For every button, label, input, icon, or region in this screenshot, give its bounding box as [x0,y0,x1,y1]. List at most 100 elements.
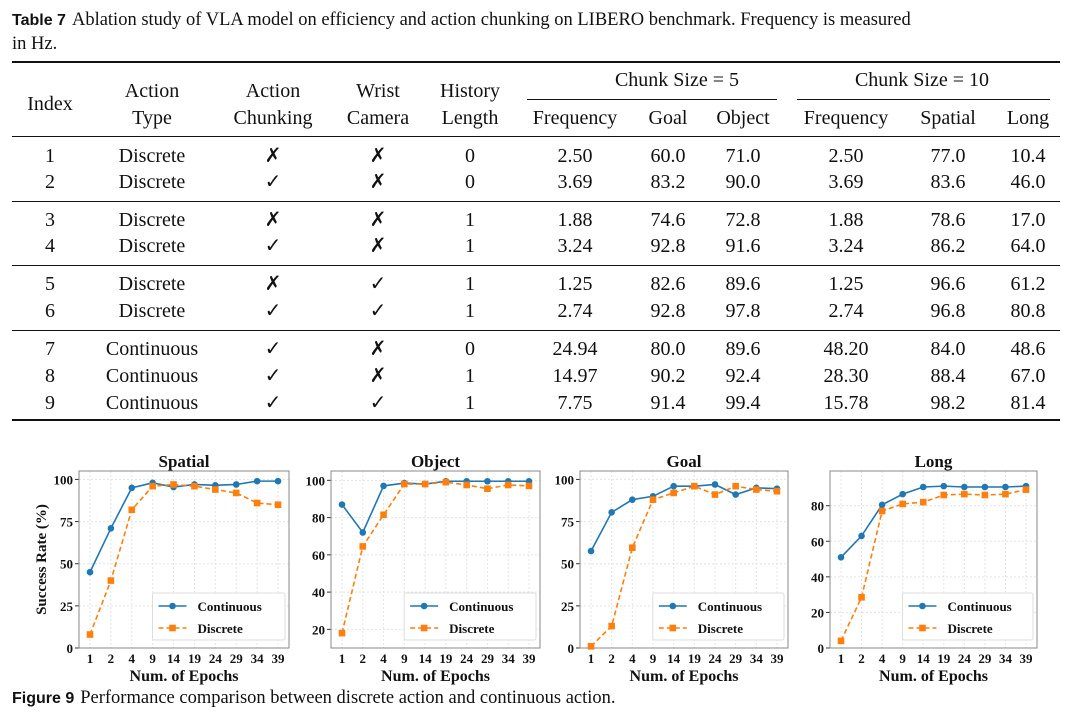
legend-marker-continuous [919,602,926,610]
data-point-discrete [359,543,367,550]
y-tick-label: 75 [60,515,74,530]
y-tick-label: 0 [67,641,74,656]
data-point-discrete [525,482,533,490]
x-tick-label: 2 [360,651,367,666]
legend-marker-discrete [420,624,428,632]
table-cell: 1.88 [828,209,864,231]
x-tick-label: 29 [481,651,495,666]
x-tick-label: 19 [188,651,202,666]
data-point-discrete [232,489,240,497]
table-cell: 80.8 [1010,300,1046,322]
table-cell: 90.2 [650,365,686,387]
table-cell: 1 [465,209,475,231]
table-cell: 2 [45,171,55,193]
column-header: Long [1006,107,1050,129]
table-cell: 9 [45,392,55,414]
table-cell: Discrete [118,171,186,193]
data-point-continuous [899,490,906,498]
table-cell: 5 [45,273,55,295]
data-point-discrete [191,482,198,490]
column-header: Frequency [803,107,889,129]
legend-marker-continuous [669,602,677,610]
y-tick-label: 100 [306,473,326,488]
data-point-discrete [753,486,760,493]
table-cell: ✗ [369,145,387,167]
x-tick-label: 39 [771,651,785,666]
table-cell: ✗ [369,338,387,360]
x-tick-label: 1 [339,651,346,666]
data-point-discrete [504,481,512,489]
series-line-discrete [590,485,778,647]
table-cell: ✓ [264,365,282,387]
data-point-continuous [253,477,261,485]
table-cell: 92.8 [650,235,686,257]
data-point-continuous [732,491,739,498]
data-point-continuous [858,532,865,540]
group-header-chunk10: Chunk Size = 10 [854,69,990,91]
table-cell: 92.8 [650,300,686,322]
table-bottom-rule [12,419,1060,421]
table-cell: ✗ [369,235,387,257]
legend-marker-continuous [420,602,428,610]
legend-marker-continuous [169,602,176,610]
table-cell: Discrete [118,209,186,231]
y-axis-label: Success Rate (%) [34,504,50,615]
y-tick-label: 75 [561,515,575,530]
table-cell: 4 [45,235,55,257]
table-cell: 3.69 [828,171,864,193]
column-header: Wrist [356,80,400,102]
data-point-discrete [858,594,865,601]
data-point-continuous [587,547,595,555]
table-cell: Continuous [105,365,199,387]
x-tick-label: 2 [858,651,865,666]
x-tick-label: 9 [401,651,408,666]
data-point-continuous [107,525,115,532]
table-cell: ✗ [264,209,282,231]
table-cell: 3 [45,209,55,231]
x-tick-label: 29 [230,651,244,666]
table-cell: 3.24 [828,235,864,257]
header-rule [12,136,1060,137]
column-header: Type [132,107,172,129]
table-cell: 74.6 [650,209,686,231]
figure-caption: Figure 9 Performance comparison between d… [12,686,616,711]
table-cell: 0 [465,338,475,360]
table-cell: ✗ [369,365,387,387]
table-cell: 2.74 [828,300,864,322]
chart-title: Goal [667,452,702,471]
legend-label: Discrete [698,621,743,636]
table-cell: 82.6 [650,273,686,295]
data-point-discrete [274,501,282,509]
data-point-discrete [711,491,719,498]
table-cell: 0 [465,171,475,193]
table-top-rule [12,61,1060,63]
table-cell: ✓ [264,392,282,414]
table-cell: 77.0 [930,145,966,167]
column-header: Goal [648,107,688,129]
plot-frame [330,470,541,649]
y-tick-label: 80 [312,511,325,526]
column-header: History [440,80,500,102]
x-tick-label: 14 [917,651,931,666]
group-rule-chunk5 [527,99,777,100]
x-tick-label: 24 [460,651,474,666]
series-line-continuous [840,485,1027,558]
chart-title: Object [411,452,460,471]
data-point-continuous [940,482,948,490]
table-cell: 1 [465,300,475,322]
x-tick-label: 34 [750,651,764,666]
series-line-continuous [590,483,778,552]
x-tick-label: 39 [272,651,286,666]
data-point-discrete [940,491,948,499]
data-point-discrete [380,511,387,519]
x-tick-label: 24 [958,651,972,666]
table-cell: ✓ [369,300,387,322]
table-cell: 1 [465,273,475,295]
data-point-discrete [981,491,989,499]
data-point-discrete [961,490,968,498]
data-point-discrete [691,482,698,490]
table-cell: 99.4 [725,392,761,414]
